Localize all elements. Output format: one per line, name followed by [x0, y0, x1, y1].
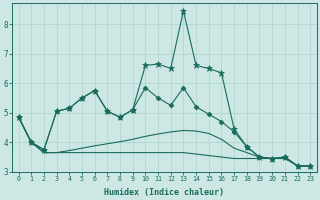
X-axis label: Humidex (Indice chaleur): Humidex (Indice chaleur)	[104, 188, 224, 197]
